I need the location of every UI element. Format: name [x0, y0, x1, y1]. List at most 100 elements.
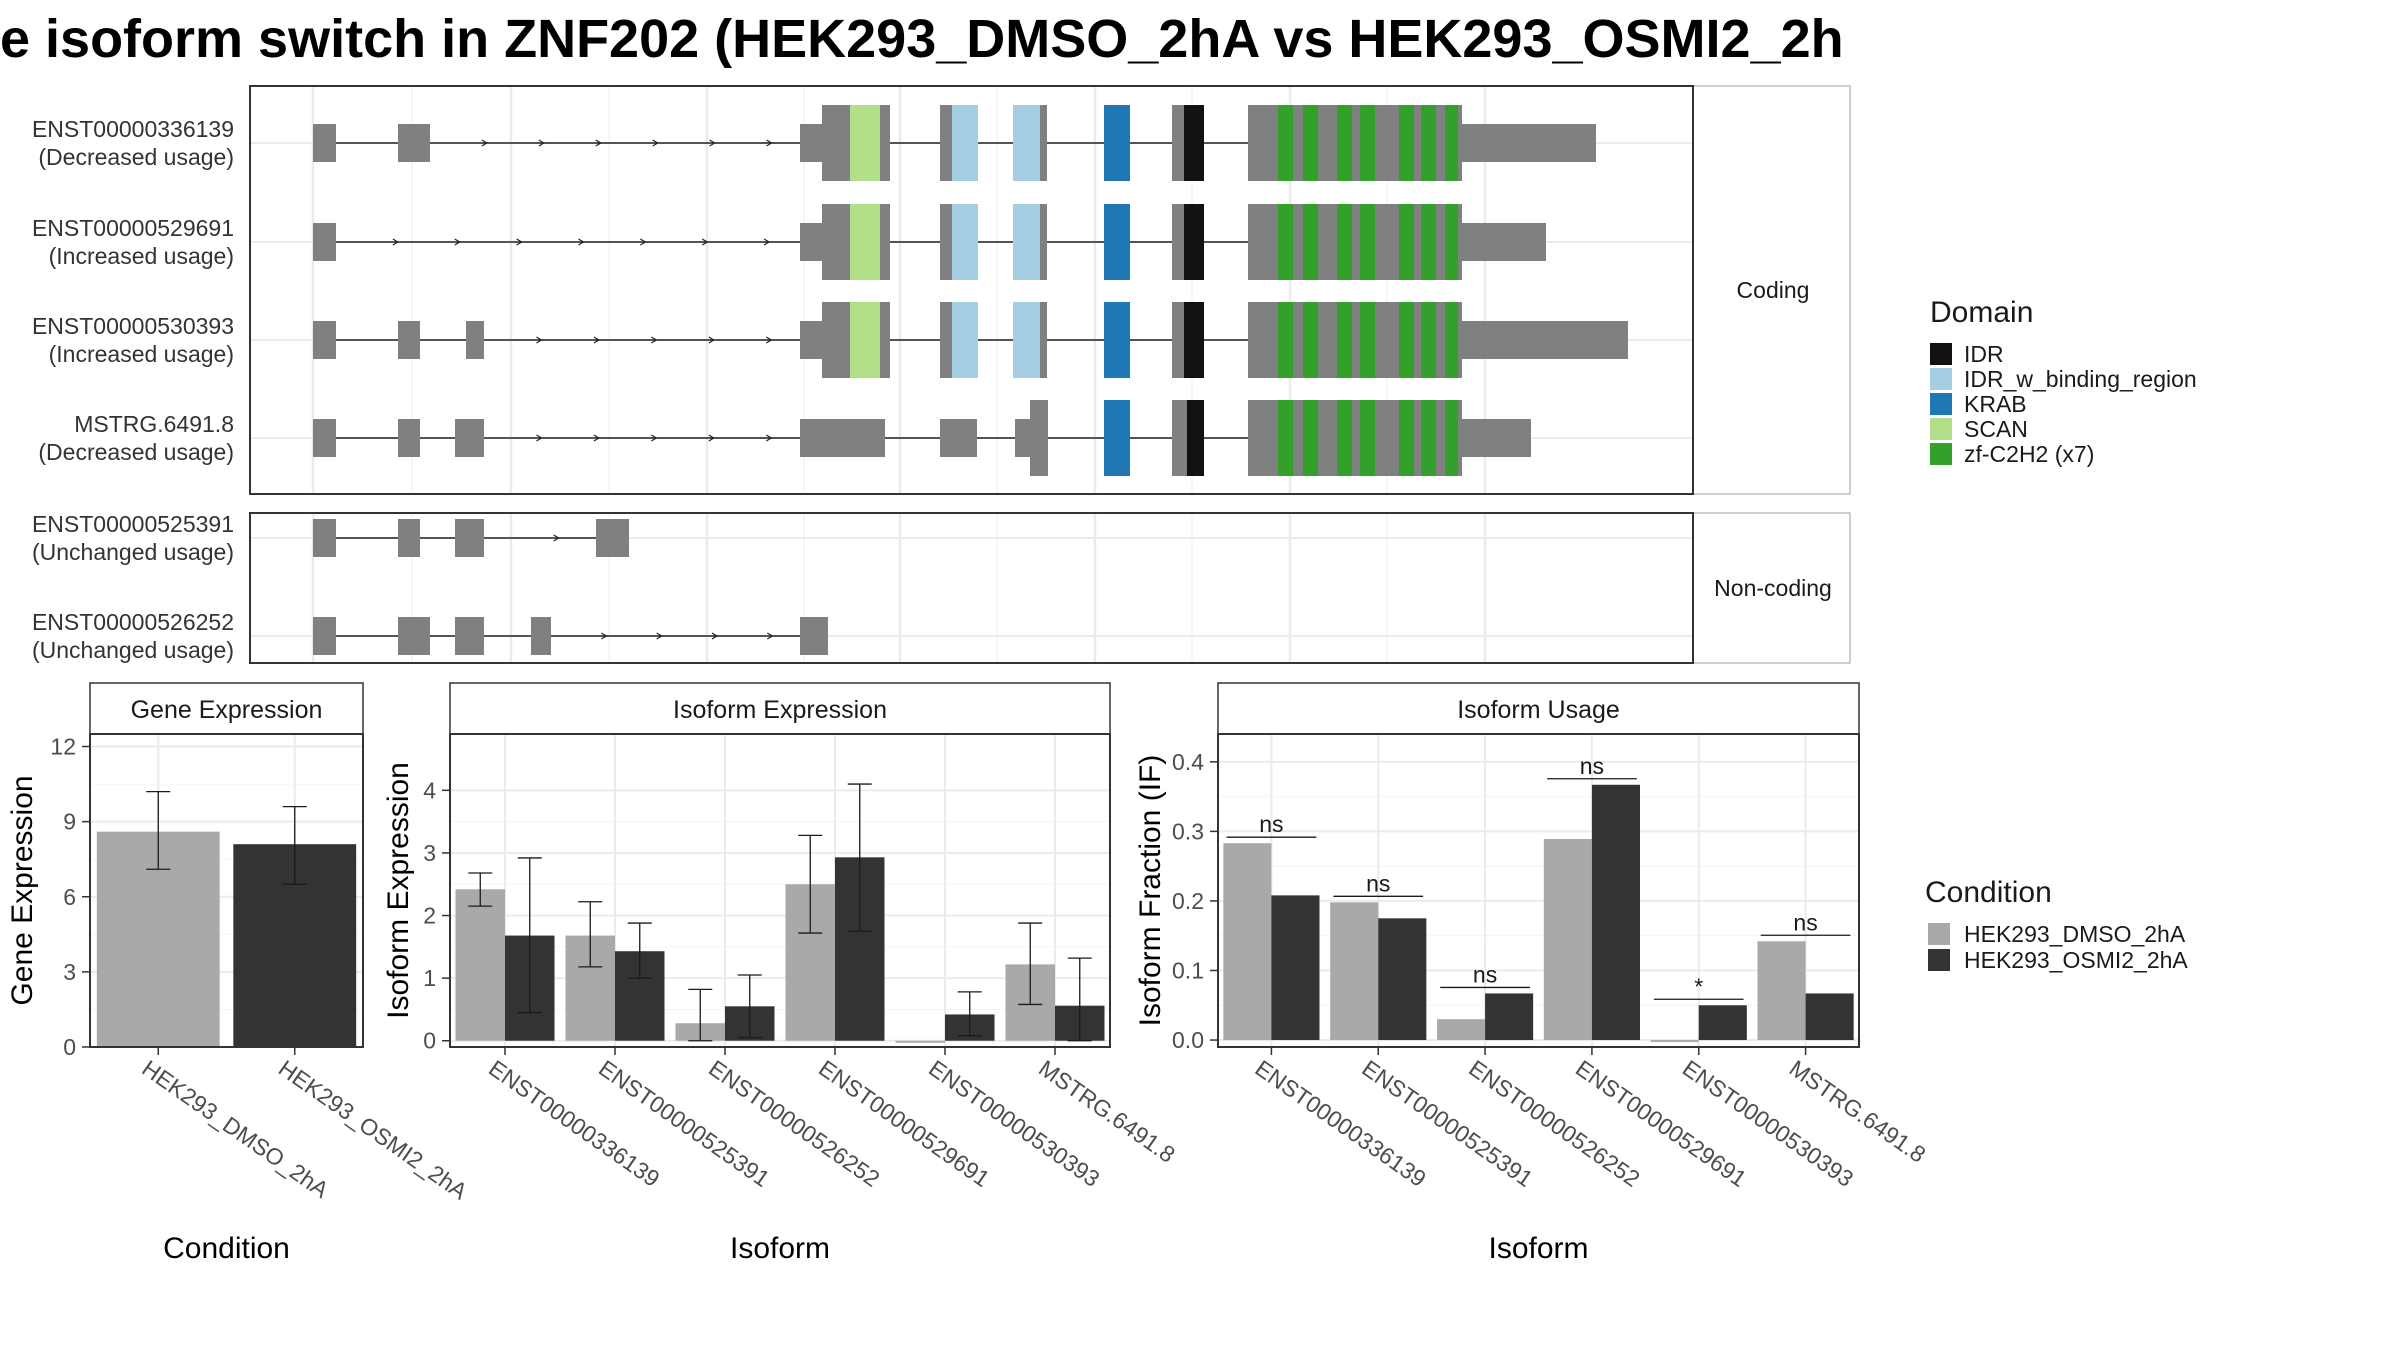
y-tick-label: 0.3: [1172, 818, 1204, 844]
domain-zf-c2h2: [1360, 400, 1375, 476]
y-tick-label: 0: [423, 1028, 436, 1054]
y-tick-label: 0.0: [1172, 1027, 1204, 1053]
bar: [1698, 1005, 1747, 1041]
utr-exon: [800, 124, 822, 162]
domain-idr: [1184, 105, 1204, 181]
cds-exon: [940, 105, 952, 181]
chart-title: Isoform Usage: [1457, 696, 1620, 724]
transcript-usage: (Increased usage): [49, 243, 234, 269]
bar-charts: Gene Expression036912HEK293_DMSO_2hAHEK2…: [6, 682, 1931, 1265]
y-tick-label: 0.4: [1172, 749, 1204, 775]
intron-arrow: [536, 336, 543, 344]
cds-exon: [880, 302, 890, 378]
utr-exon: [1462, 419, 1531, 457]
y-tick-label: 0.2: [1172, 888, 1204, 914]
domain-zf-c2h2: [1337, 105, 1352, 181]
domain-zf-c2h2: [1303, 400, 1318, 476]
coding-panel: Coding: [249, 85, 1851, 495]
transcript-id: ENST00000529691: [32, 215, 234, 241]
domain-zf-c2h2: [1445, 204, 1458, 280]
condition-legend-label: HEK293_OSMI2_2hA: [1964, 947, 2188, 973]
bar: [1757, 941, 1806, 1041]
x-axis-title: Isoform: [730, 1232, 830, 1265]
transcript-id: ENST00000525391: [32, 511, 234, 537]
bar: [895, 1040, 945, 1043]
intron-arrow: [709, 139, 716, 147]
domain-zf-c2h2: [1278, 400, 1293, 476]
intron-arrow: [767, 632, 774, 640]
domain-legend-title: Domain: [1930, 296, 2033, 329]
utr-exon: [455, 617, 484, 655]
domain-legend-label: IDR: [1964, 341, 2004, 367]
plot-area: [450, 734, 1110, 1047]
y-tick-label: 4: [423, 777, 436, 803]
domain-scan: [850, 204, 880, 280]
transcript-id: ENST00000526252: [32, 609, 234, 635]
domain-zf-c2h2: [1399, 204, 1414, 280]
cds-exon: [1172, 204, 1184, 280]
intron-arrow: [652, 139, 659, 147]
domain-scan: [850, 105, 880, 181]
y-tick-label: 6: [63, 884, 76, 910]
bar: [1543, 839, 1592, 1041]
significance-label: ns: [1473, 961, 1497, 987]
utr-exon: [800, 617, 828, 655]
intron-arrow: [765, 434, 773, 442]
utr-exon: [313, 321, 336, 359]
facet-strip: [1692, 85, 1851, 495]
plot-border: [449, 733, 1111, 1048]
domain-legend-swatch: [1930, 418, 1952, 440]
domain-zf-c2h2: [1421, 204, 1436, 280]
domain-zf-c2h2: [1337, 400, 1352, 476]
chart-strip: [1217, 682, 1860, 735]
chart-title: Gene Expression: [131, 696, 323, 724]
y-tick-label: 2: [423, 903, 436, 929]
condition-legend-label: HEK293_DMSO_2hA: [1964, 921, 2186, 947]
domain-legend-swatch: [1930, 368, 1952, 390]
domain-krab: [1104, 204, 1130, 280]
plot-border: [89, 733, 364, 1048]
cds-exon: [822, 302, 850, 378]
domain-idr: [1184, 204, 1204, 280]
domain-zf-c2h2: [1445, 302, 1458, 378]
utr-exon: [313, 617, 336, 655]
domain-zf-c2h2: [1421, 105, 1436, 181]
domain-zf-c2h2: [1399, 105, 1414, 181]
facet-label: Coding: [1737, 277, 1810, 303]
domain-legend-label: SCAN: [1964, 416, 2028, 442]
y-axis-title: Gene Expression: [6, 775, 39, 1005]
bar: [1805, 993, 1854, 1041]
cds-exon: [1172, 400, 1187, 476]
domain-idr-w-binding-region: [1013, 302, 1040, 378]
plot-area: [1218, 734, 1859, 1047]
transcript-id: ENST00000336139: [32, 116, 234, 142]
domain-scan: [850, 302, 880, 378]
transcript-id: MSTRG.6491.8: [74, 411, 234, 437]
utr-exon: [1462, 223, 1546, 261]
intron-arrow: [454, 238, 461, 246]
domain-zf-c2h2: [1360, 204, 1375, 280]
transcript-track: ENST00000336139(Decreased usage): [32, 105, 1693, 181]
utr-exon: [398, 617, 430, 655]
significance-label: ns: [1580, 753, 1604, 779]
domain-legend-label: KRAB: [1964, 391, 2027, 417]
significance-label: ns: [1366, 870, 1390, 896]
plot-border: [1217, 733, 1860, 1048]
legends: Domain IDRIDR_w_binding_regionKRABSCANzf-…: [1925, 296, 2197, 973]
bar: [1223, 843, 1272, 1041]
utr-exon: [1462, 321, 1628, 359]
domain-legend-swatch: [1930, 393, 1952, 415]
cds-exon: [1030, 400, 1048, 476]
intron-arrow: [601, 632, 608, 640]
noncoding-panel: Non-coding: [249, 512, 1851, 664]
cds-exon: [940, 302, 952, 378]
x-tick-label: ENST00000525391: [1357, 1055, 1537, 1192]
cds-exon: [880, 105, 890, 181]
bar: [1330, 902, 1379, 1041]
cds-exon: [822, 204, 850, 280]
domain-legend-swatch: [1930, 443, 1952, 465]
chart-isoform-usage: Isoform Usage 0.0 0.1 0.2 0.3 0.4 ns ns ns ns * ns E…: [1134, 682, 1931, 1265]
domain-zf-c2h2: [1278, 302, 1293, 378]
intron-arrow: [593, 336, 601, 344]
utr-exon: [455, 519, 484, 557]
